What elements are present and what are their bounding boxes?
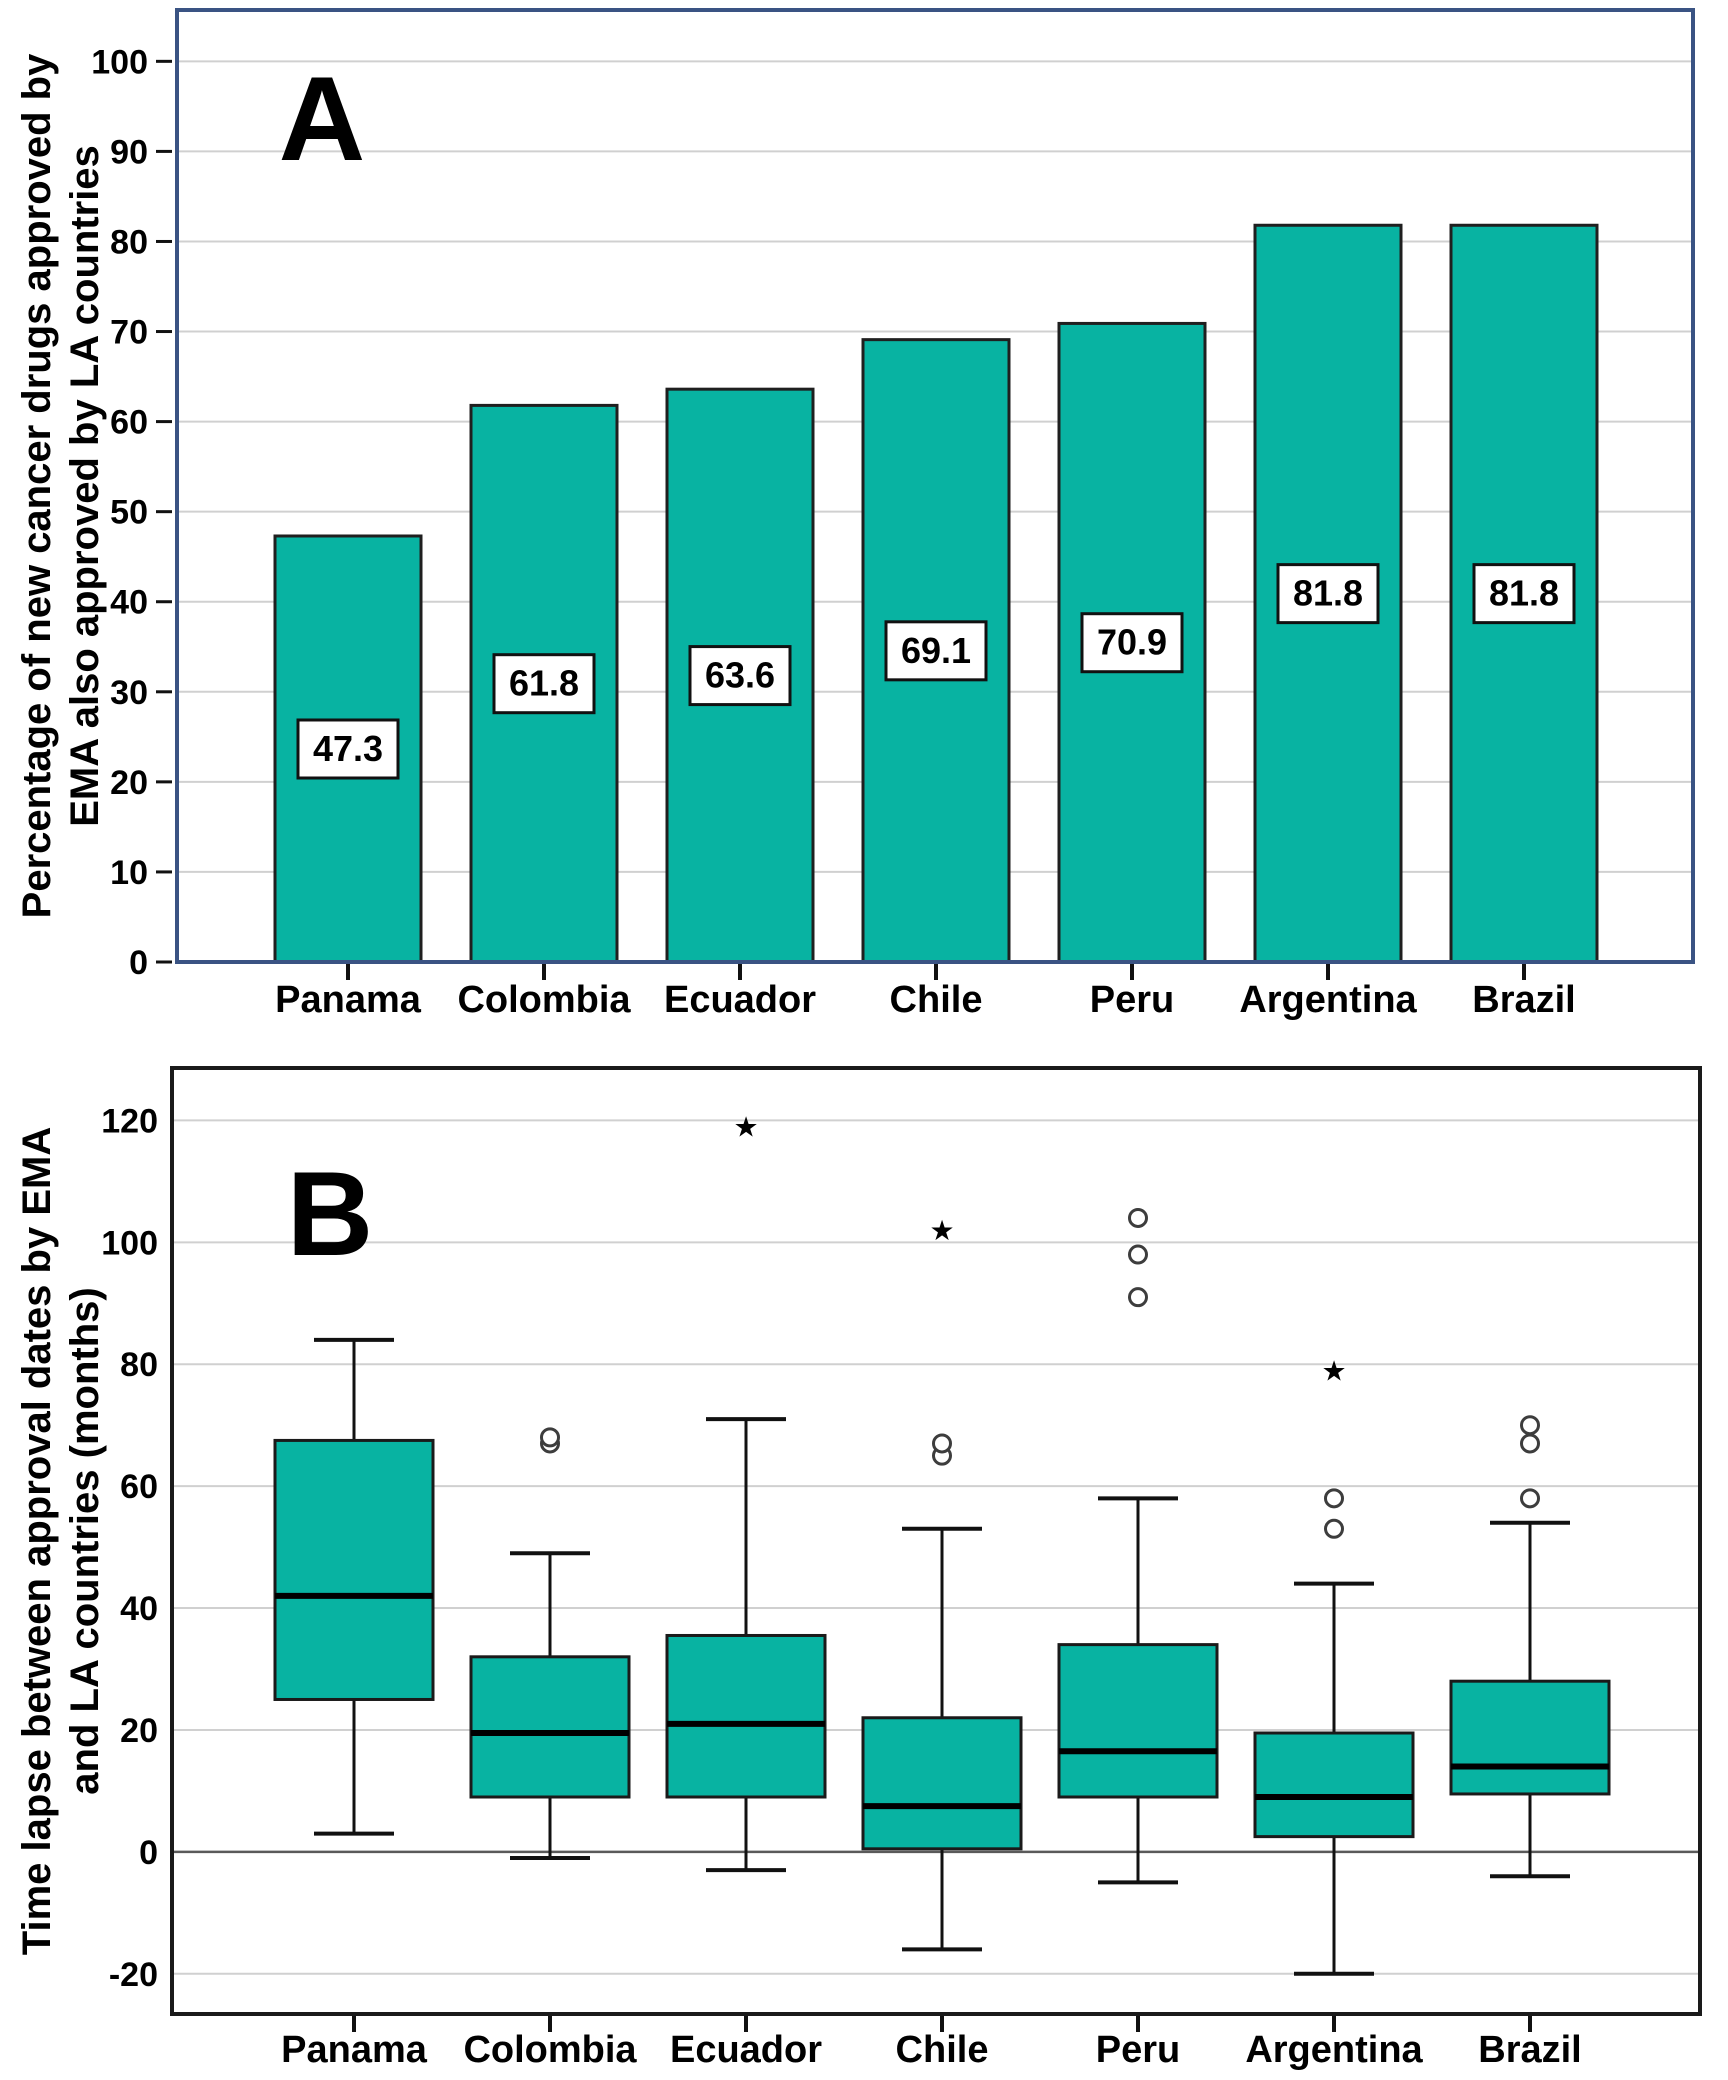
bar-value-label: 63.6 [705,655,775,696]
x-category-label: Chile [890,979,983,1021]
y-tick-label: 100 [101,1224,158,1262]
y-tick-label: 80 [120,1346,158,1384]
y-tick-label: -20 [109,1956,158,1994]
outlier-star: ★ [1321,1355,1346,1386]
x-category-label: Panama [281,2029,428,2071]
bar-value-label: 47.3 [313,728,383,769]
boxplot-argentina: ★ [1253,1355,1415,1976]
boxplot-peru [1057,1207,1219,1885]
y-tick-label: 20 [120,1712,158,1750]
y-tick-label: 0 [139,1834,158,1872]
y-tick-label: 60 [120,1468,158,1506]
boxplot-brazil [1449,1415,1611,1879]
iqr-box [1253,1731,1415,1839]
outlier-circle [1520,1433,1540,1454]
bar-value-label-box [688,645,792,707]
panel-b-boxplot-chart: -20 0 20 40 60 80 100 120 Panama Colombia ★ Ecuador… [15,1066,1702,2071]
iqr-box [1449,1679,1611,1796]
bar-value-label-box [1080,612,1184,674]
outlier-star: ★ [929,1215,954,1246]
outlier-circle [932,1433,952,1454]
y-tick-label: 20 [110,764,148,802]
y-axis-title-line2: EMA also approved by LA countries [63,145,107,827]
y-tick-label: 30 [110,674,148,712]
bar-value-label-box [1472,563,1576,625]
outlier-circle [1128,1287,1148,1308]
x-category-label: Peru [1090,979,1174,1021]
y-axis-title-line2: and LA countries (months) [63,1287,107,1794]
outlier-circle [540,1427,560,1448]
iqr-box [861,1716,1023,1851]
outlier-star: ★ [733,1112,758,1143]
iqr-box [1057,1643,1219,1799]
y-tick-label: 60 [110,404,148,442]
panel-a-frame [175,8,1695,964]
x-category-label: Colombia [457,979,631,1021]
bar-value-label-box [1276,563,1380,625]
y-tick-label: 120 [101,1102,158,1140]
boxplot-colombia [469,1427,631,1860]
bar-value-label: 70.9 [1097,622,1167,663]
y-tick-label: 50 [110,494,148,532]
x-category-label: Panama [275,979,422,1021]
x-category-label: Ecuador [664,979,816,1021]
panel-b-frame [170,1066,1702,2016]
x-category-label: Colombia [463,2029,637,2071]
y-tick-label: 70 [110,314,148,352]
boxplot-ecuador: ★ [665,1112,827,1873]
x-category-label: Ecuador [670,2029,822,2071]
outlier-circle [1324,1488,1344,1509]
bar-value-label-box [492,653,596,715]
y-tick-label: 10 [110,854,148,892]
y-tick-label: 90 [110,133,148,171]
bar-value-label-box [296,718,400,780]
y-tick-label: 80 [110,223,148,261]
x-category-label: Peru [1096,2029,1180,2071]
bar-value-label: 81.8 [1489,573,1559,614]
panel-letter-a: A [279,52,366,186]
iqr-box [273,1438,435,1701]
iqr-box [665,1633,827,1799]
bar-value-label: 69.1 [901,630,971,671]
x-category-label: Brazil [1472,979,1575,1021]
iqr-box [469,1655,631,1799]
x-category-label: Brazil [1478,2029,1581,2071]
outlier-circle [1128,1207,1148,1228]
boxplot-chile: ★ [861,1215,1023,1952]
outlier-circle [1520,1488,1540,1509]
x-category-label: Argentina [1239,979,1417,1021]
y-tick-label: 40 [110,584,148,622]
bar-value-label-box [884,620,988,682]
bar-value-label: 81.8 [1293,573,1363,614]
y-axis-title-line1: Percentage of new cancer drugs approved … [15,53,59,918]
panel-a-bar-chart: 0 10 20 30 40 50 60 70 80 90 100 47.3 Panama 61.8 Colo… [15,8,1695,1021]
y-tick-label: 0 [129,944,148,982]
bar-value-label: 61.8 [509,663,579,704]
outlier-circle [1128,1244,1148,1265]
y-tick-label: 40 [120,1590,158,1628]
boxplot-panama [273,1337,435,1836]
y-axis-title-line1: Time lapse between approval dates by EMA [15,1127,59,1955]
outlier-circle [1324,1518,1344,1539]
x-category-label: Argentina [1245,2029,1423,2071]
y-tick-label: 100 [91,43,148,81]
x-category-label: Chile [896,2029,989,2071]
panel-letter-b: B [287,1147,374,1281]
outlier-circle [1520,1415,1540,1436]
